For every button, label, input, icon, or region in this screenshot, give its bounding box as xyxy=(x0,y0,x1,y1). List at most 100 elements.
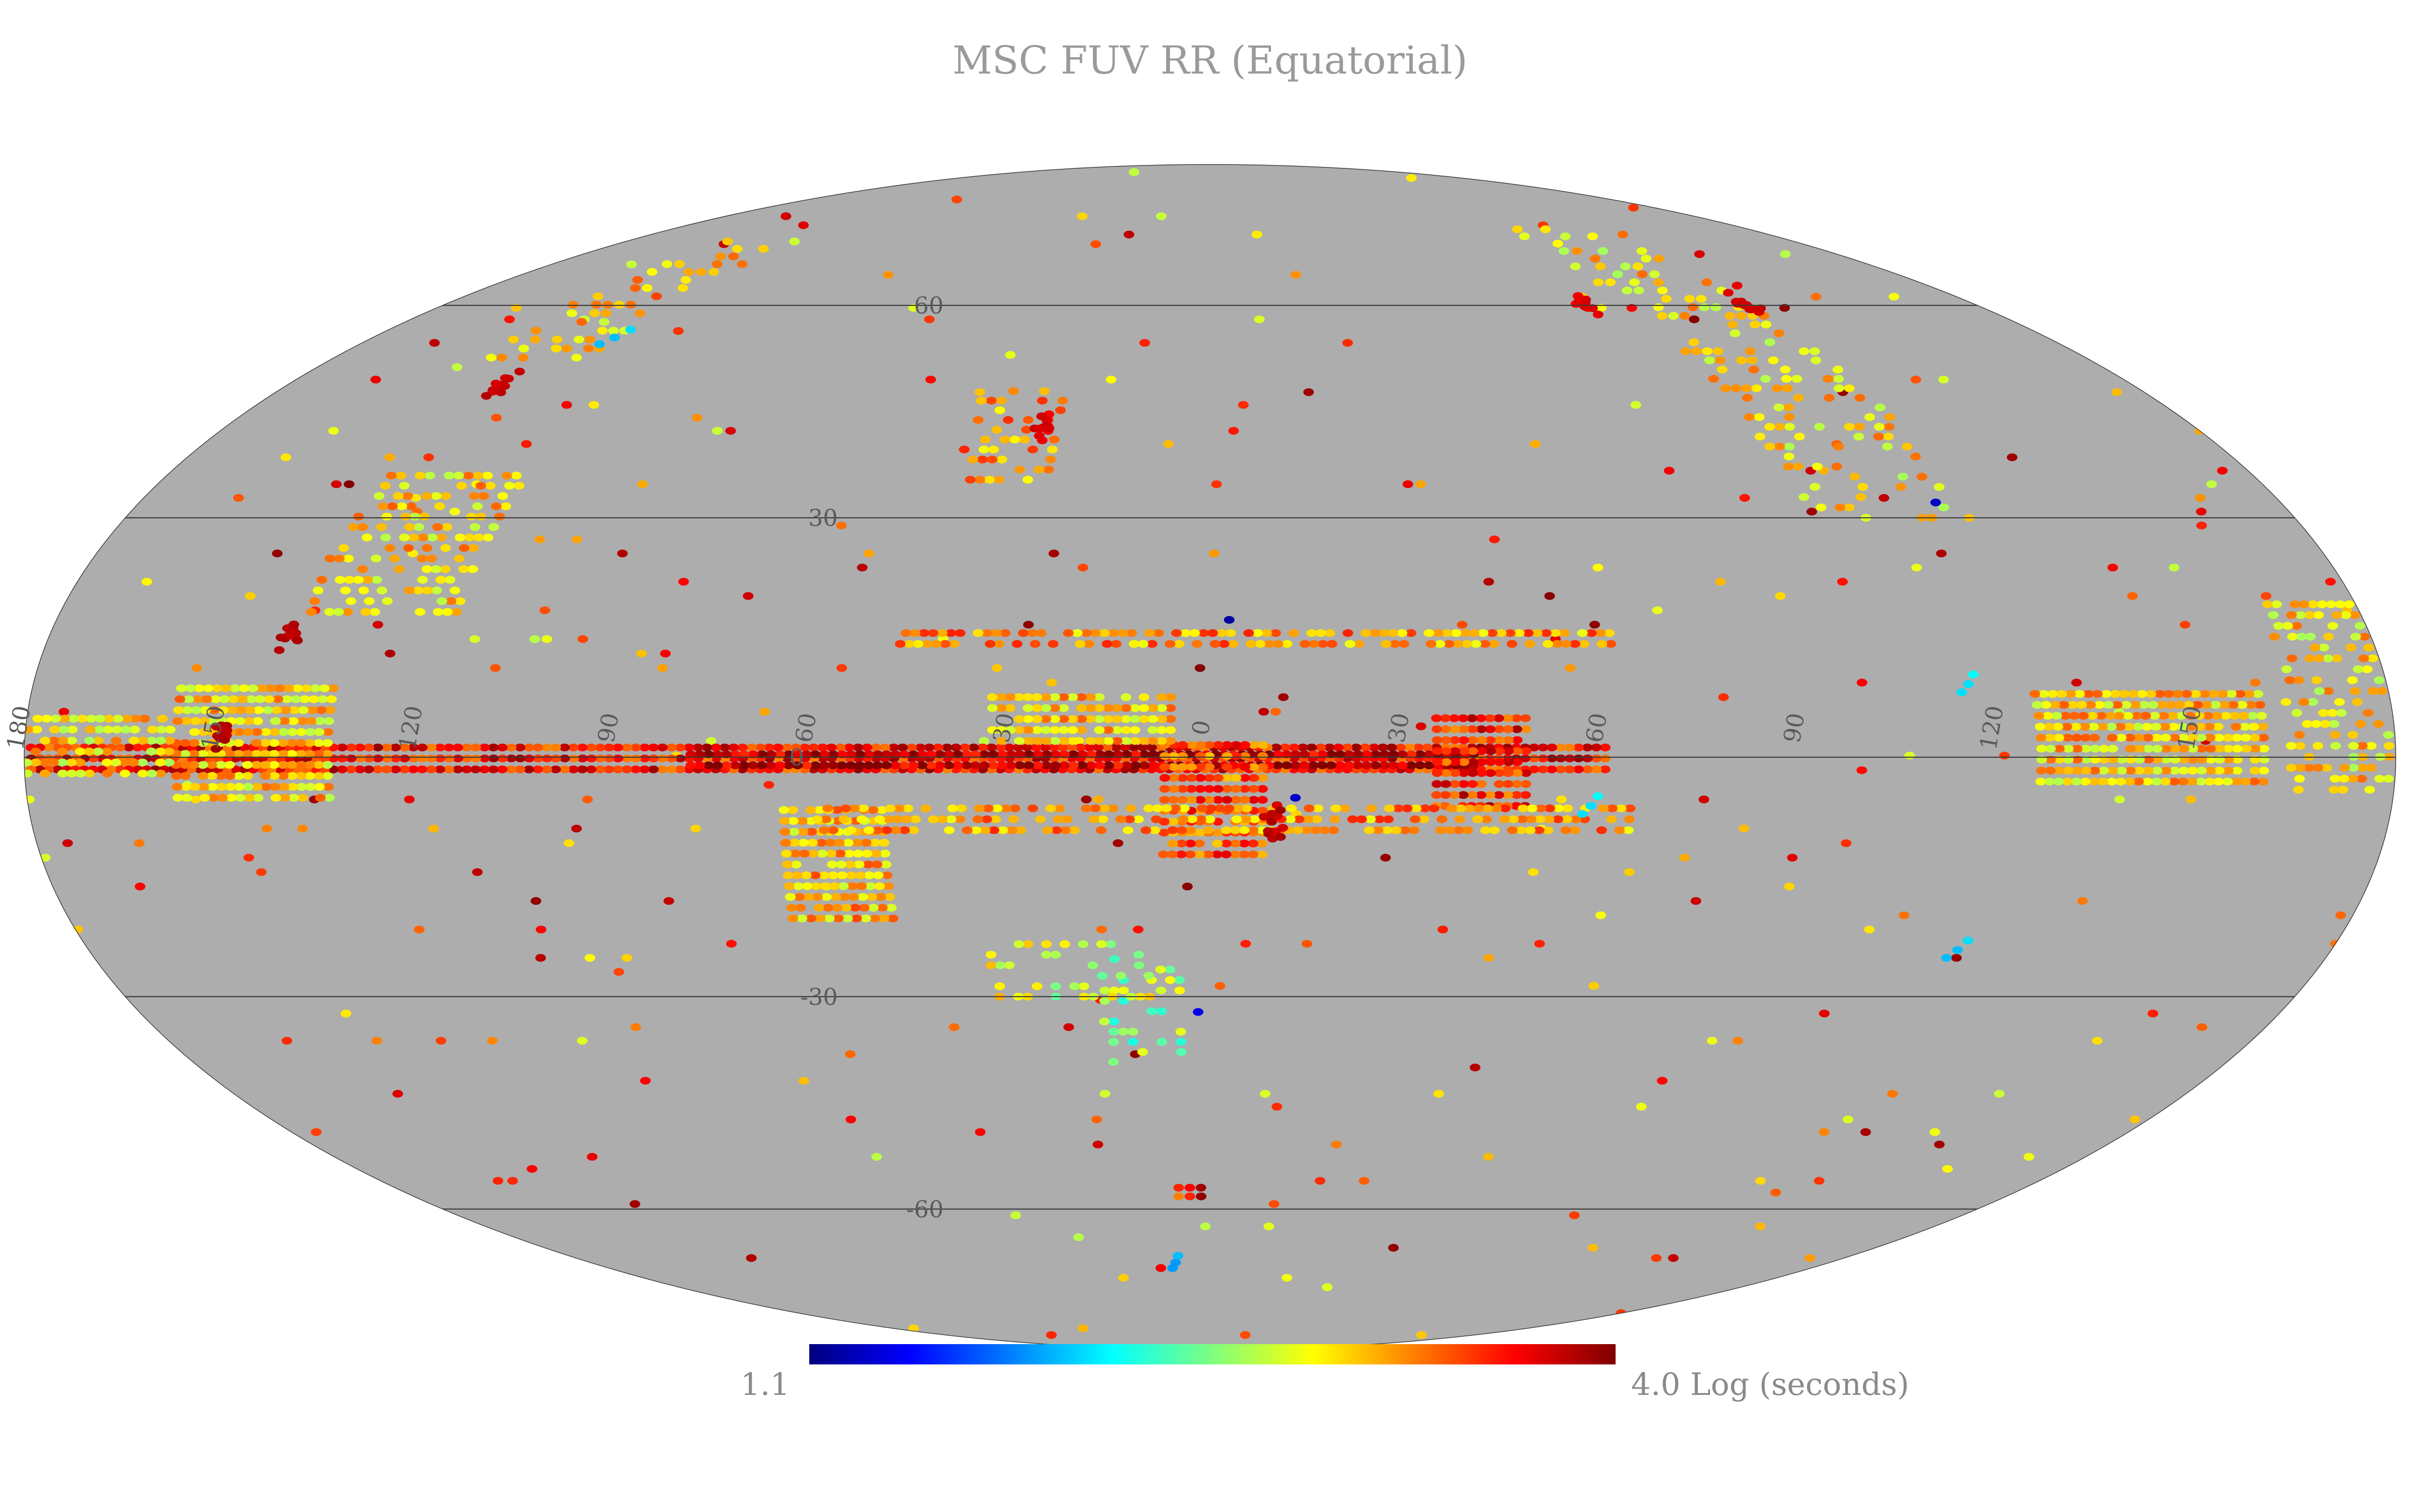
exposure-pixel xyxy=(256,684,267,692)
exposure-pixel xyxy=(849,904,861,912)
exposure-pixel xyxy=(1488,640,1499,648)
exposure-pixel xyxy=(639,754,650,763)
exposure-pixel xyxy=(1195,741,1206,749)
exposure-pixel xyxy=(1679,853,1690,862)
exposure-pixel xyxy=(1089,815,1099,823)
exposure-pixel xyxy=(2089,766,2100,775)
exposure-pixel xyxy=(197,739,209,747)
exposure-pixel xyxy=(2231,778,2242,786)
exposure-pixel xyxy=(189,739,199,747)
exposure-pixel xyxy=(1512,758,1523,766)
exposure-pixel xyxy=(1030,743,1042,751)
exposure-pixel xyxy=(1687,303,1698,311)
exposure-pixel xyxy=(1108,1058,1119,1066)
exposure-pixel xyxy=(996,397,1007,404)
exposure-pixel xyxy=(848,893,859,901)
exposure-pixel xyxy=(277,761,288,769)
exposure-pixel xyxy=(1090,629,1101,637)
exposure-pixel xyxy=(1248,741,1259,749)
exposure-pixel xyxy=(1572,247,1582,255)
exposure-pixel xyxy=(1783,463,1794,471)
exposure-pixel xyxy=(1520,780,1531,788)
exposure-pixel xyxy=(1378,629,1390,637)
exposure-pixel xyxy=(2178,745,2190,753)
exposure-pixel xyxy=(1742,394,1753,402)
exposure-pixel xyxy=(711,260,723,268)
exposure-pixel xyxy=(2142,778,2153,786)
exposure-pixel xyxy=(597,327,608,335)
exposure-pixel xyxy=(2128,690,2139,698)
exposure-pixel xyxy=(444,576,455,584)
exposure-pixel xyxy=(612,743,623,751)
exposure-pixel xyxy=(233,728,244,736)
exposure-pixel xyxy=(604,765,615,774)
exposure-pixel xyxy=(899,750,910,759)
exposure-pixel xyxy=(2345,644,2357,652)
exposure-pixel xyxy=(973,416,984,424)
exposure-pixel xyxy=(1049,693,1060,701)
exposure-pixel xyxy=(2185,795,2196,804)
exposure-pixel xyxy=(683,268,695,276)
exposure-pixel xyxy=(1476,769,1487,777)
exposure-pixel xyxy=(485,481,496,490)
exposure-pixel xyxy=(1433,629,1444,637)
exposure-pixel xyxy=(2146,690,2156,698)
exposure-pixel xyxy=(1720,384,1731,392)
exposure-pixel xyxy=(1238,401,1249,409)
exposure-pixel xyxy=(979,761,990,769)
exposure-pixel xyxy=(974,804,985,812)
exposure-pixel xyxy=(2383,775,2394,783)
exposure-pixel xyxy=(834,838,845,847)
exposure-pixel xyxy=(1285,815,1296,823)
exposure-pixel xyxy=(2217,690,2228,698)
exposure-pixel xyxy=(2097,723,2108,731)
exposure-pixel xyxy=(854,761,865,769)
exposure-pixel xyxy=(1155,987,1166,995)
exposure-pixel xyxy=(275,633,287,642)
exposure-pixel xyxy=(2169,745,2180,753)
exposure-pixel xyxy=(1707,1037,1718,1045)
exposure-pixel xyxy=(937,815,948,823)
exposure-pixel xyxy=(1036,629,1047,637)
exposure-pixel xyxy=(1290,793,1301,802)
exposure-pixel xyxy=(915,743,926,751)
exposure-pixel xyxy=(1085,737,1096,745)
exposure-pixel xyxy=(1688,338,1699,346)
exposure-pixel xyxy=(1155,1264,1166,1272)
exposure-pixel xyxy=(790,743,802,751)
exposure-pixel xyxy=(362,576,373,584)
exposure-pixel xyxy=(1525,640,1535,648)
exposure-pixel xyxy=(1222,774,1233,782)
exposure-pixel xyxy=(243,717,254,725)
exposure-pixel xyxy=(1546,765,1558,774)
exposure-pixel xyxy=(2253,690,2264,698)
exposure-pixel xyxy=(863,549,875,557)
exposure-pixel xyxy=(239,684,249,692)
exposure-pixel xyxy=(977,455,988,464)
exposure-pixel xyxy=(1119,743,1131,751)
exposure-pixel xyxy=(322,739,333,747)
exposure-pixel xyxy=(1493,714,1504,722)
exposure-pixel xyxy=(2238,712,2249,720)
exposure-pixel xyxy=(997,455,1007,464)
exposure-pixel xyxy=(1144,629,1155,637)
exposure-pixel xyxy=(485,354,497,362)
exposure-pixel xyxy=(1156,737,1167,745)
exposure-pixel xyxy=(390,754,401,763)
exposure-pixel xyxy=(730,750,741,759)
exposure-pixel xyxy=(1534,815,1545,823)
exposure-pixel xyxy=(2106,778,2118,786)
exposure-pixel xyxy=(849,804,860,812)
exposure-pixel xyxy=(814,806,825,814)
exposure-pixel xyxy=(588,401,599,409)
exposure-pixel xyxy=(173,706,184,714)
exposure-pixel xyxy=(1496,629,1507,637)
exposure-pixel xyxy=(793,882,804,890)
exposure-pixel xyxy=(551,344,561,353)
exposure-pixel xyxy=(840,804,851,812)
exposure-pixel xyxy=(2206,480,2217,488)
exposure-pixel xyxy=(305,783,316,791)
exposure-pixel xyxy=(2299,698,2309,706)
exposure-pixel xyxy=(323,783,334,791)
exposure-pixel xyxy=(296,728,307,736)
